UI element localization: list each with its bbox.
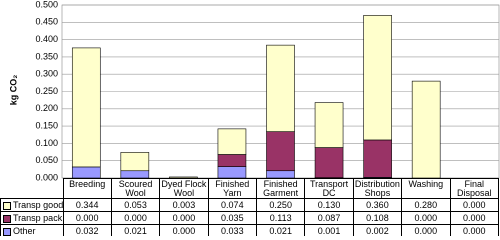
category-label: Dyed Flock Wool — [159, 178, 209, 199]
value-cell: 0.113 — [255, 211, 306, 225]
bar-segment — [266, 131, 295, 172]
value-cell: 0.250 — [255, 198, 306, 212]
legend-swatch — [3, 227, 11, 236]
bar-segment — [266, 170, 295, 179]
legend-label: Other — [13, 226, 36, 236]
value-cell: 0.000 — [449, 211, 499, 225]
y-tick-label: 0.400 — [35, 34, 58, 44]
bar-segment — [314, 102, 344, 148]
bar-segment — [71, 47, 101, 168]
bar-segment — [71, 166, 101, 179]
bar-segment — [363, 139, 392, 178]
category-label: Scoured Wool — [110, 178, 161, 199]
y-tick-label: 0.050 — [35, 155, 58, 165]
value-cell: 0.021 — [255, 224, 306, 236]
value-cell: 0.000 — [449, 198, 499, 212]
value-cell: 0.053 — [110, 198, 161, 212]
y-tick-label: 0.300 — [35, 69, 58, 79]
value-cell: 0.344 — [62, 198, 112, 212]
legend-swatch — [3, 214, 11, 223]
corner-cell — [0, 178, 64, 199]
value-cell: 0.035 — [207, 211, 258, 225]
value-cell: 0.000 — [62, 211, 112, 225]
value-cell: 0.000 — [159, 211, 209, 225]
y-tick-label: 0.150 — [35, 120, 58, 130]
value-cell: 0.000 — [110, 211, 161, 225]
category-label: Breeding — [62, 178, 112, 199]
bar-segment — [120, 170, 150, 179]
y-tick-label: 0.100 — [35, 138, 58, 148]
value-cell: 0.087 — [304, 211, 354, 225]
value-cell: 0.360 — [352, 198, 403, 212]
value-cell: 0.000 — [449, 224, 499, 236]
bar-segment — [217, 166, 247, 179]
series-row: Transp pack 0.000 0.000 0.000 0.035 0.113 0.08… — [0, 211, 499, 225]
value-cell: 0.002 — [352, 224, 403, 236]
value-cell: 0.033 — [207, 224, 258, 236]
value-cell: 0.280 — [401, 198, 451, 212]
category-label: Finished Garment — [255, 178, 306, 199]
bar-segment — [266, 44, 295, 132]
legend-entry: Transp good — [0, 198, 64, 212]
bar-segment — [314, 147, 344, 178]
bar-segment — [217, 154, 247, 167]
category-label: Finished Yarn — [207, 178, 258, 199]
value-cell: 0.003 — [159, 198, 209, 212]
y-tick-label: 0.200 — [35, 103, 58, 113]
category-label: Washing — [401, 178, 451, 199]
value-cell: 0.000 — [401, 211, 451, 225]
header-row: Breeding Scoured Wool Dyed Flock Wool Finis… — [0, 178, 499, 199]
y-tick-label: 0.450 — [35, 17, 58, 27]
bar-segment — [120, 152, 150, 172]
value-cell: 0.000 — [401, 224, 451, 236]
category-label: Distribution Shops — [352, 178, 403, 199]
legend-label: Transp pack — [13, 213, 63, 223]
y-tick-label: 0.500 — [35, 0, 58, 9]
value-cell: 0.032 — [62, 224, 112, 236]
data-table: Breeding Scoured Wool Dyed Flock Wool Finis… — [0, 178, 499, 236]
y-axis-label: kg CO₂ — [8, 75, 18, 106]
value-cell: 0.021 — [110, 224, 161, 236]
series-row: Transp good 0.344 0.053 0.003 0.074 0.250 0.13… — [0, 198, 499, 212]
legend-entry: Transp pack — [0, 211, 64, 225]
y-tick-label: 0.350 — [35, 51, 58, 61]
y-tick-label: 0.250 — [35, 86, 58, 96]
bar-segment — [411, 80, 441, 179]
category-label: Final Disposal — [449, 178, 499, 199]
value-cell: 0.001 — [304, 224, 354, 236]
y-tick-label: 0.000 — [35, 172, 58, 182]
value-cell: 0.074 — [207, 198, 258, 212]
legend-label: Transp good — [13, 200, 63, 210]
value-cell: 0.108 — [352, 211, 403, 225]
bar-segment — [363, 15, 392, 141]
value-cell: 0.130 — [304, 198, 354, 212]
series-row: Other 0.032 0.021 0.000 0.033 0.021 0.001 0.002… — [0, 224, 499, 236]
legend-entry: Other — [0, 224, 64, 236]
legend-swatch — [3, 201, 11, 210]
category-label: Transport DC — [304, 178, 354, 199]
value-cell: 0.000 — [159, 224, 209, 236]
bar-segment — [217, 128, 247, 155]
